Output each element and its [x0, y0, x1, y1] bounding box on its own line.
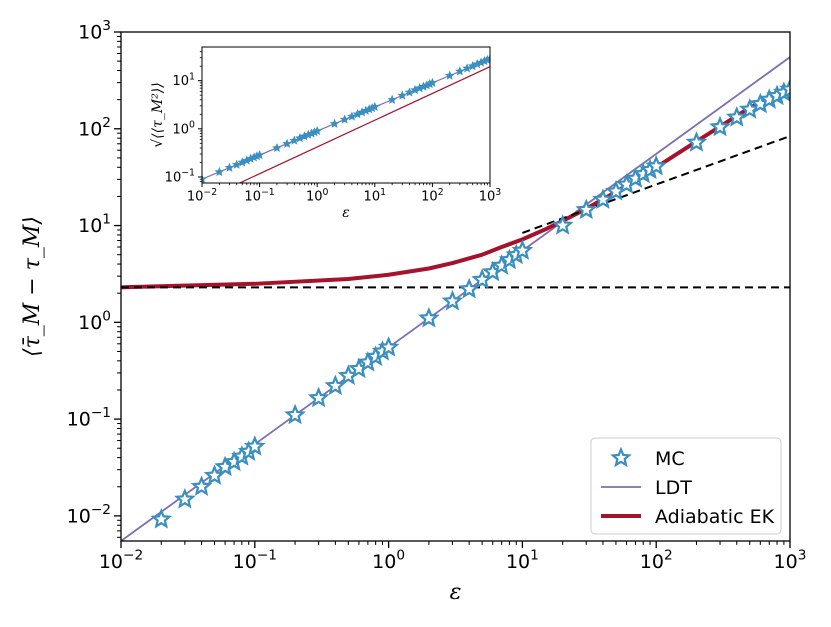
x-tick-label: 102: [421, 187, 444, 205]
mc-point: [779, 78, 790, 99]
mc-point: [455, 66, 465, 76]
mc-point: [190, 475, 213, 496]
y-tick-label: 101: [173, 71, 196, 89]
legend-adiabatic-ek-label: Adiabatic EK: [655, 506, 775, 528]
legend-box: [590, 437, 782, 535]
mc-point: [377, 336, 400, 357]
legend-ldt-label: LDT: [655, 477, 692, 499]
mc-point: [592, 188, 614, 209]
mc-point: [397, 90, 408, 100]
mc-point: [284, 403, 306, 425]
panel-main: 10−2 10−1 100 101 102 10310−210−1100101102103…: [20, 18, 806, 605]
x-tick-label: 10−2: [99, 547, 143, 573]
plot-area: [121, 56, 790, 541]
x-tick-label: 102: [640, 547, 673, 573]
mc-point: [307, 386, 330, 408]
mc-point: [462, 63, 472, 73]
mc-point: [347, 111, 357, 121]
mc-point: [243, 435, 266, 456]
mc-point: [441, 289, 464, 311]
mc-point: [339, 114, 350, 124]
x-tick-label: 101: [364, 187, 387, 205]
y-tick-label: 10−1: [67, 405, 111, 431]
mc-point: [685, 131, 708, 152]
x-tick-label: 10−1: [244, 187, 274, 205]
legend: MC LDT Adiabatic EK: [590, 437, 782, 535]
series-asymptote-sqrt-line: [522, 135, 790, 234]
y-tick-label: 10−2: [67, 502, 111, 528]
mc-point: [202, 174, 207, 183]
y-tick-label: 102: [78, 115, 111, 141]
mc-point: [289, 135, 300, 145]
mc-point: [575, 198, 598, 220]
x-tick-label: 101: [506, 547, 539, 573]
mc-point: [282, 138, 292, 148]
x-axis-label: ε: [450, 580, 462, 605]
y-axis-label: √⟨⟨τ_M²⟩⟩: [150, 82, 166, 147]
x-axis-label: ε: [342, 205, 350, 221]
mc-point: [324, 374, 347, 396]
mc-point: [645, 154, 667, 176]
mc-point: [404, 87, 415, 97]
mc-point: [231, 159, 242, 169]
x-tick-label: 10−2: [187, 187, 217, 205]
plot-frame: [201, 46, 491, 184]
mc-point: [272, 142, 282, 153]
mc-point: [458, 277, 480, 299]
mc-point: [725, 106, 748, 127]
x-tick-label: 100: [372, 547, 405, 573]
legend-mc-label: MC: [655, 448, 685, 470]
mc-point: [444, 70, 455, 80]
plot-area: [202, 53, 490, 183]
plot-frame: [120, 31, 791, 542]
mc-point: [254, 150, 265, 160]
x-tick-label: 100: [306, 187, 329, 205]
mc-point: [511, 239, 534, 260]
mc-point: [387, 94, 397, 104]
mc-point: [551, 214, 574, 235]
mc-point: [418, 306, 440, 328]
mc-point: [370, 101, 380, 111]
x-tick-label: 10−1: [233, 547, 277, 573]
x-tick-label: 103: [774, 547, 807, 573]
mc-point: [329, 118, 340, 128]
x-tick-label: 103: [479, 187, 502, 205]
y-axis-label: ⟨τ̄_M − τ_M⟩: [20, 216, 45, 357]
y-tick-label: 10−1: [165, 168, 195, 186]
mc-point: [174, 488, 196, 509]
series-adiabatic-ek-line: [239, 66, 490, 183]
mc-point: [709, 115, 731, 137]
mc-point: [214, 166, 225, 177]
mc-point: [150, 508, 173, 529]
mc-point: [312, 125, 322, 136]
y-tick-label: 103: [78, 18, 111, 44]
mc-point: [224, 162, 235, 172]
legend-mc-marker: [610, 446, 632, 468]
y-tick-label: 101: [78, 212, 111, 238]
mc-point: [427, 77, 438, 87]
y-tick-label: 100: [173, 120, 196, 138]
y-tick-label: 100: [78, 308, 111, 334]
mc-point: [485, 53, 490, 63]
